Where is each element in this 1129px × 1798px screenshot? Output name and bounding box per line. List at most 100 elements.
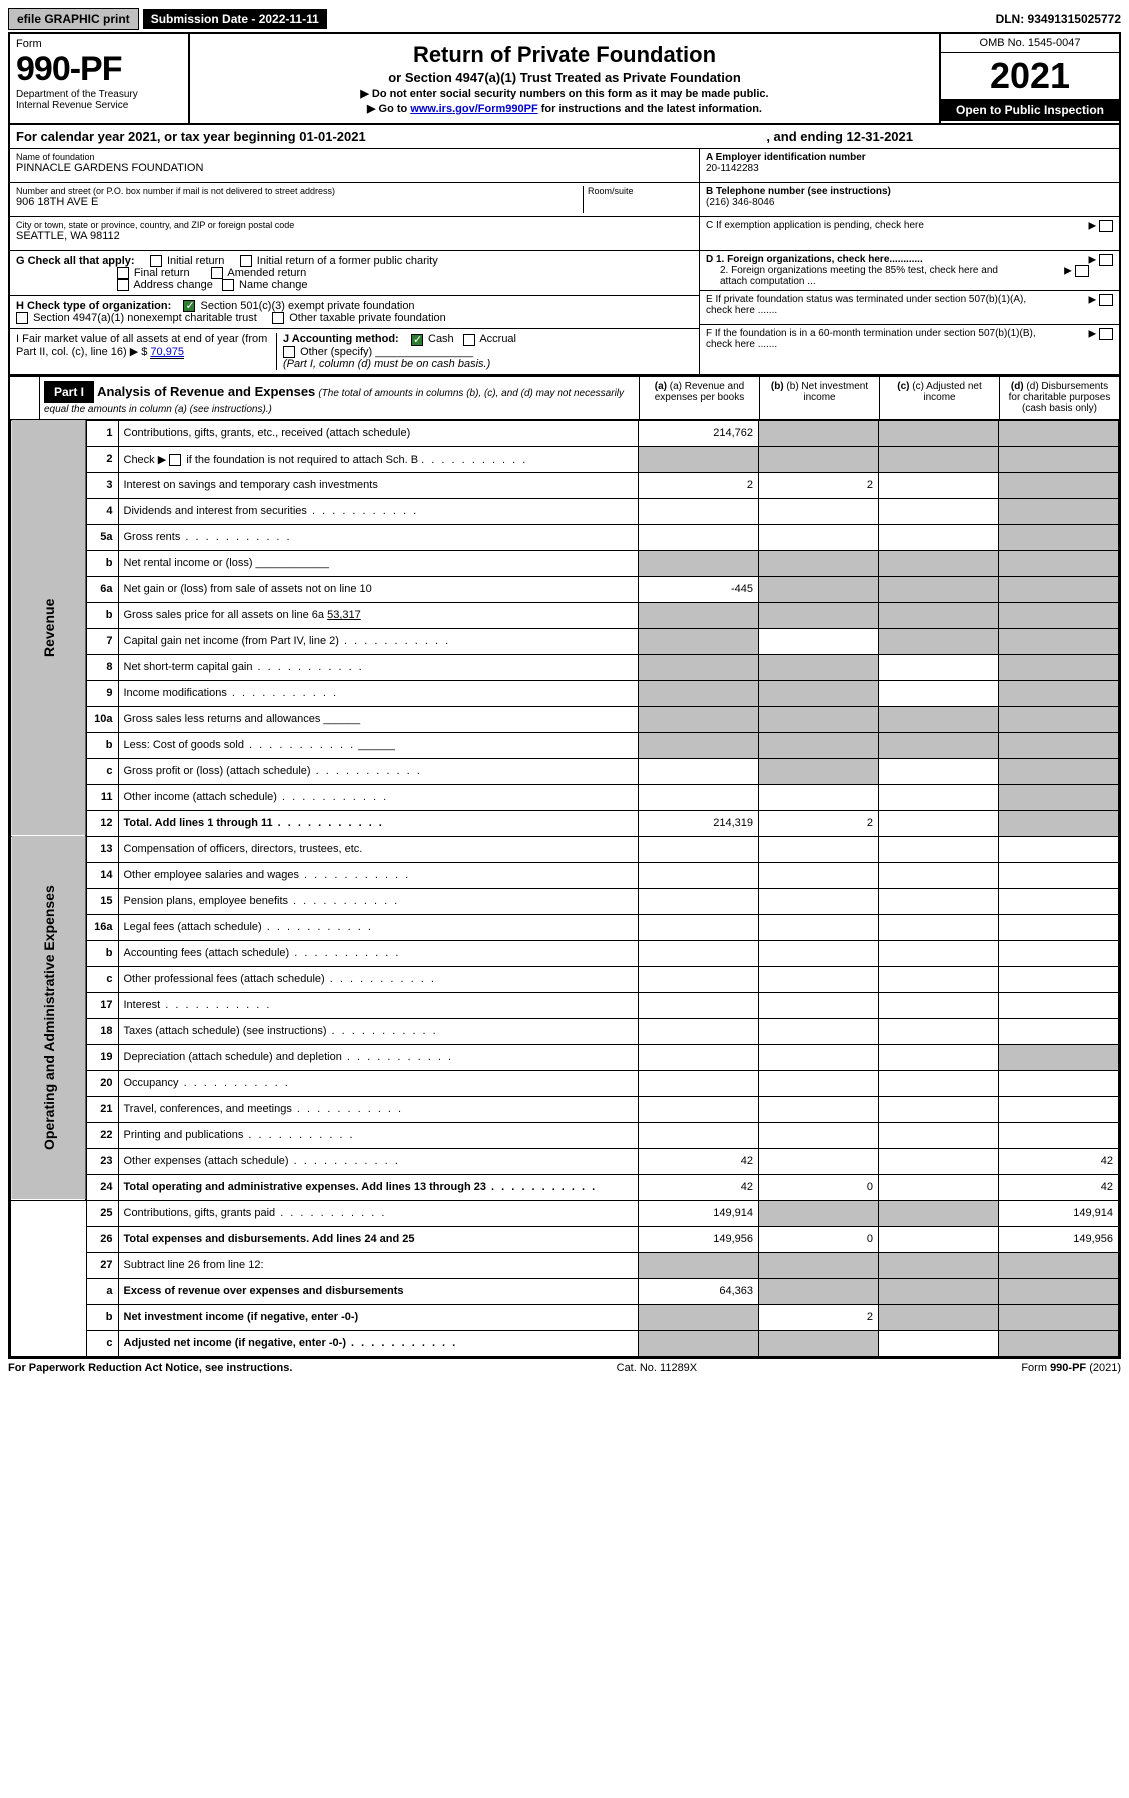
- line-11: 11 Other income (attach schedule): [11, 784, 1119, 810]
- submission-date: Submission Date - 2022-11-11: [143, 9, 327, 29]
- f-checkbox[interactable]: [1099, 328, 1113, 340]
- line-desc: Less: Cost of goods sold ______: [118, 732, 639, 758]
- c-checkbox[interactable]: [1099, 220, 1113, 232]
- line-num: 10a: [86, 706, 118, 732]
- line-desc: Net investment income (if negative, ente…: [118, 1304, 639, 1330]
- calendar-year-row: For calendar year 2021, or tax year begi…: [10, 125, 1119, 149]
- line-16b: bAccounting fees (attach schedule): [11, 940, 1119, 966]
- line-num: 23: [86, 1148, 118, 1174]
- room-label: Room/suite: [588, 186, 693, 196]
- 501c3-label: Section 501(c)(3) exempt private foundat…: [201, 300, 415, 312]
- g-label: G Check all that apply:: [16, 255, 135, 267]
- part1-table: Revenue 1 Contributions, gifts, grants, …: [10, 420, 1119, 1357]
- line-desc: Dividends and interest from securities: [118, 498, 639, 524]
- final-return-label: Final return: [134, 267, 190, 279]
- city-value: SEATTLE, WA 98112: [16, 230, 693, 242]
- line-num: c: [86, 758, 118, 784]
- e-label: E If private foundation status was termi…: [706, 294, 1036, 316]
- initial-former-checkbox[interactable]: [240, 255, 252, 267]
- line-desc: Other expenses (attach schedule): [118, 1148, 639, 1174]
- line-desc: Legal fees (attach schedule): [118, 914, 639, 940]
- cal-year-end: , and ending 12-31-2021: [766, 129, 913, 144]
- line-desc: Depreciation (attach schedule) and deple…: [118, 1044, 639, 1070]
- ein-value: 20-1142283: [706, 163, 1113, 174]
- line-num: 4: [86, 498, 118, 524]
- line-num: 12: [86, 810, 118, 836]
- line-val-a: 149,956: [639, 1226, 759, 1252]
- d1-checkbox[interactable]: [1099, 254, 1113, 266]
- instruction-1: ▶ Do not enter social security numbers o…: [196, 87, 933, 100]
- line-num: c: [86, 966, 118, 992]
- other-taxable-checkbox[interactable]: [272, 312, 284, 324]
- line-desc: Interest: [118, 992, 639, 1018]
- line-num: 14: [86, 862, 118, 888]
- line-10b: b Less: Cost of goods sold ______: [11, 732, 1119, 758]
- line-desc: Gross sales price for all assets on line…: [118, 602, 639, 628]
- tel-label: B Telephone number (see instructions): [706, 186, 1113, 197]
- form-word: Form: [16, 38, 182, 50]
- amended-return-checkbox[interactable]: [211, 267, 223, 279]
- cash-checkbox[interactable]: [411, 334, 423, 346]
- line-5b: b Net rental income or (loss) __________…: [11, 550, 1119, 576]
- line-27a: a Excess of revenue over expenses and di…: [11, 1278, 1119, 1304]
- fmv-value[interactable]: 70,975: [150, 346, 184, 359]
- form-subtitle: or Section 4947(a)(1) Trust Treated as P…: [196, 70, 933, 85]
- col-b-header: (b) (b) Net investment income: [759, 377, 879, 419]
- line-val-b: 2: [759, 1304, 879, 1330]
- 4947-checkbox[interactable]: [16, 312, 28, 324]
- line-num: b: [86, 732, 118, 758]
- line-num: 6a: [86, 576, 118, 602]
- line-val-d: 42: [999, 1174, 1119, 1200]
- line-num: 8: [86, 654, 118, 680]
- line-val-a: 214,319: [639, 810, 759, 836]
- amended-return-label: Amended return: [227, 267, 306, 279]
- line-num: 26: [86, 1226, 118, 1252]
- line-val-a: 214,762: [639, 420, 759, 446]
- dept-treasury: Department of the Treasury: [16, 89, 182, 100]
- topbar: efile GRAPHIC print Submission Date - 20…: [8, 8, 1121, 30]
- col-c-header: (c) (c) Adjusted net income: [879, 377, 999, 419]
- name-change-checkbox[interactable]: [222, 279, 234, 291]
- line-desc: Other income (attach schedule): [118, 784, 639, 810]
- line-num: 9: [86, 680, 118, 706]
- line-18: 18Taxes (attach schedule) (see instructi…: [11, 1018, 1119, 1044]
- e-checkbox[interactable]: [1099, 294, 1113, 306]
- line-12: 12 Total. Add lines 1 through 11 214,319…: [11, 810, 1119, 836]
- line-13: Operating and Administrative Expenses 13…: [11, 836, 1119, 862]
- line-desc: Total. Add lines 1 through 11: [118, 810, 639, 836]
- inst2-prefix: ▶ Go to: [367, 103, 410, 115]
- line-num: 25: [86, 1200, 118, 1226]
- footer-catno: Cat. No. 11289X: [617, 1362, 698, 1374]
- other-method-checkbox[interactable]: [283, 346, 295, 358]
- accrual-checkbox[interactable]: [463, 334, 475, 346]
- line-3: 3 Interest on savings and temporary cash…: [11, 472, 1119, 498]
- line-desc: Other professional fees (attach schedule…: [118, 966, 639, 992]
- d2-checkbox[interactable]: [1075, 265, 1089, 277]
- cash-label: Cash: [428, 333, 454, 345]
- line-6b: b Gross sales price for all assets on li…: [11, 602, 1119, 628]
- part1-title: Analysis of Revenue and Expenses: [97, 384, 315, 399]
- efile-print-button[interactable]: efile GRAPHIC print: [8, 8, 139, 30]
- line-desc: Excess of revenue over expenses and disb…: [118, 1278, 639, 1304]
- line-21: 21Travel, conferences, and meetings: [11, 1096, 1119, 1122]
- address-change-checkbox[interactable]: [117, 279, 129, 291]
- initial-return-label: Initial return: [167, 255, 224, 267]
- line-val-d: 42: [999, 1148, 1119, 1174]
- line-desc: Compensation of officers, directors, tru…: [118, 836, 639, 862]
- final-return-checkbox[interactable]: [117, 267, 129, 279]
- line-val-b: 2: [759, 472, 879, 498]
- name-change-label: Name change: [239, 279, 308, 291]
- 4947-label: Section 4947(a)(1) nonexempt charitable …: [33, 312, 257, 324]
- line-23: 23 Other expenses (attach schedule) 42 4…: [11, 1148, 1119, 1174]
- line-val-a: 2: [639, 472, 759, 498]
- form990pf-link[interactable]: www.irs.gov/Form990PF: [410, 103, 537, 115]
- initial-return-checkbox[interactable]: [150, 255, 162, 267]
- line-num: 17: [86, 992, 118, 1018]
- line-num: 15: [86, 888, 118, 914]
- schb-checkbox[interactable]: [169, 454, 181, 466]
- line-19: 19Depreciation (attach schedule) and dep…: [11, 1044, 1119, 1070]
- j-note: (Part I, column (d) must be on cash basi…: [283, 358, 490, 370]
- line-num: c: [86, 1330, 118, 1356]
- address-value: 906 18TH AVE E: [16, 196, 583, 208]
- 501c3-checkbox[interactable]: [183, 300, 195, 312]
